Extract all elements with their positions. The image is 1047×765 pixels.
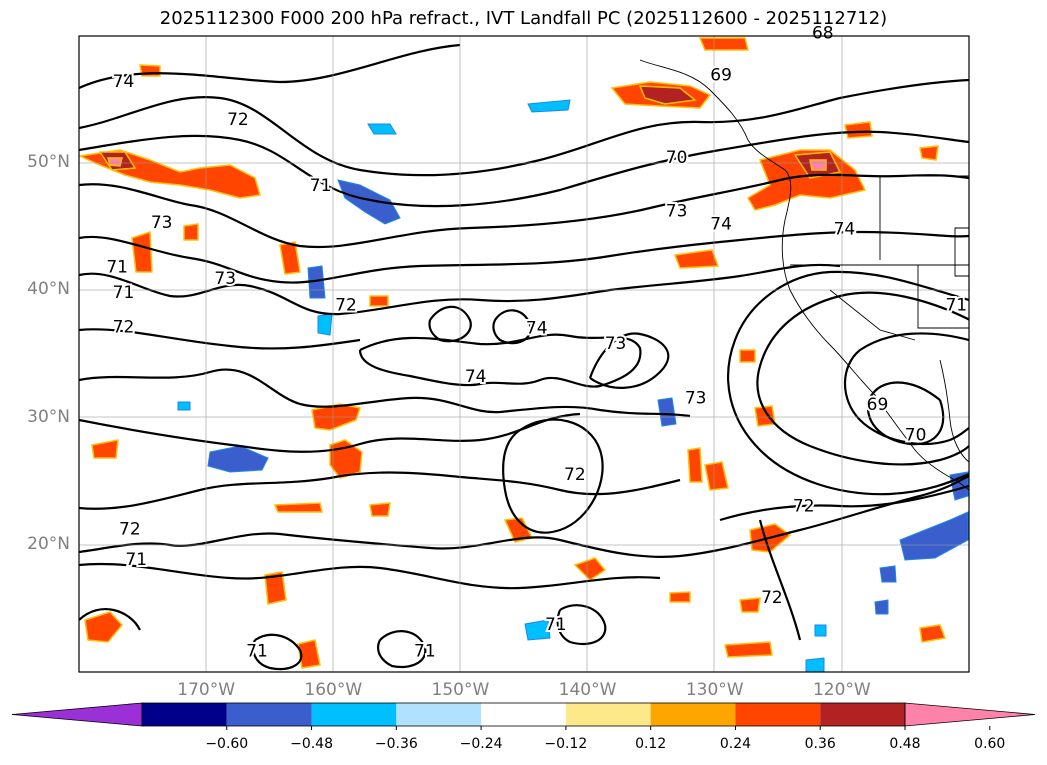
colorbar-segment <box>481 703 566 726</box>
refractivity-contours <box>79 43 969 671</box>
colorbar-tick-label: −0.48 <box>290 736 333 752</box>
colorbar-tick-label: −0.12 <box>544 736 588 752</box>
colorbar-segment <box>650 703 736 726</box>
contour-label: 68 <box>812 23 834 43</box>
contour-labels: 74 72 71 73 73 71 71 72 72 74 74 73 73 72 70 69 68 73 74 74… <box>104 21 969 663</box>
contour-label: 72 <box>119 520 141 540</box>
lon-tick-label: 140°W <box>558 680 617 700</box>
contour-label: 72 <box>564 465 586 485</box>
colorbar <box>11 702 1036 730</box>
colorbar-segment <box>142 703 227 726</box>
contour-label: 72 <box>793 497 815 517</box>
coastline <box>639 59 969 491</box>
colorbar-segment <box>226 703 312 726</box>
contour-label: 72 <box>761 588 783 608</box>
contour-label: 74 <box>710 214 732 234</box>
lon-tick-label: 170°W <box>177 680 236 700</box>
contour-label: 73 <box>151 213 173 233</box>
lon-tick-label: 130°W <box>685 680 744 700</box>
contour-label: 74 <box>113 72 135 92</box>
contour-label: 71 <box>545 615 567 635</box>
contour-label: 70 <box>666 148 688 168</box>
colorbar-tick-label: −0.60 <box>205 736 249 752</box>
colorbar-extend-high <box>904 702 1036 727</box>
map-title: 2025112300 F000 200 hPa refract., IVT La… <box>159 8 888 29</box>
contour-label: 70 <box>905 425 927 445</box>
contour-label: 71 <box>310 176 332 196</box>
contour-label: 73 <box>605 334 627 354</box>
contour-label: 71 <box>246 642 268 662</box>
lat-tick-label: 50°N <box>27 152 70 173</box>
lat-tick-label: 20°N <box>27 533 70 554</box>
colorbar-tick-label: 0.60 <box>974 736 1006 752</box>
contour-label: 74 <box>465 367 487 387</box>
colorbar-tick-label: −0.36 <box>374 736 418 752</box>
colorbar-segment <box>565 703 651 726</box>
colorbar-tick-label: −0.24 <box>459 736 503 752</box>
contour-label: 73 <box>666 202 688 222</box>
lon-tick-label: 150°W <box>431 680 490 700</box>
map-background <box>79 36 969 672</box>
contour-label: 71 <box>106 258 128 278</box>
contour-label: 73 <box>214 269 236 289</box>
contour-label: 72 <box>227 110 249 130</box>
colorbar-segment <box>735 703 821 726</box>
graticule <box>79 36 969 672</box>
colorbar-segment <box>396 703 482 726</box>
lat-tick-label: 40°N <box>27 279 70 300</box>
lon-tick-label: 160°W <box>304 680 363 700</box>
contour-label: 69 <box>867 395 889 415</box>
colorbar-segment <box>311 703 397 726</box>
colorbar-tick-label: 0.24 <box>719 736 752 752</box>
contour-label: 71 <box>125 550 147 570</box>
contour-label: 73 <box>685 389 707 409</box>
contour-label: 71 <box>414 642 436 662</box>
contour-label: 71 <box>113 283 135 303</box>
colorbar-extend-low <box>11 702 143 727</box>
lon-tick-label: 120°W <box>812 680 871 700</box>
contour-label: 69 <box>710 65 732 85</box>
colorbar-tick-label: 0.48 <box>889 736 921 752</box>
contour-label: 74 <box>834 219 856 239</box>
contour-label: 72 <box>113 317 135 337</box>
colorbar-frame <box>141 702 906 727</box>
contour-label: 71 <box>945 296 967 316</box>
contour-label: 72 <box>335 296 357 316</box>
colorbar-tick-label: 0.36 <box>804 736 836 752</box>
map-frame <box>78 35 970 673</box>
lat-tick-label: 30°N <box>27 406 70 427</box>
colorbar-segment <box>820 703 905 726</box>
contour-label: 74 <box>526 319 548 339</box>
colorbar-tick-label: 0.12 <box>635 736 667 752</box>
